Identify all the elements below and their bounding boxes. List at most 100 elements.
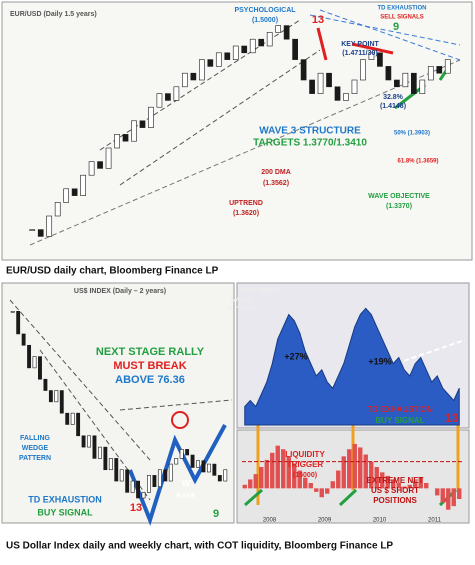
- candle: [131, 120, 137, 142]
- x-tick-label: 2009: [318, 518, 332, 524]
- candle: [300, 59, 307, 81]
- candle: [207, 59, 214, 67]
- candle: [266, 32, 273, 47]
- candle: [224, 52, 231, 60]
- annotation: BUY SIGNAL: [375, 416, 424, 425]
- candle: [165, 93, 171, 101]
- annotation: ABOVE 76.36: [115, 374, 185, 386]
- bar: [308, 483, 313, 489]
- candle: [119, 469, 124, 482]
- candle: [419, 79, 426, 94]
- bar: [292, 463, 297, 489]
- bar: [253, 474, 258, 489]
- bar: [385, 475, 390, 489]
- annotation: WAVE 3 STRUCTURE: [259, 126, 361, 137]
- candle: [182, 72, 188, 88]
- candle: [212, 463, 217, 476]
- candle: [105, 147, 112, 169]
- candle: [163, 469, 168, 482]
- candle: [249, 38, 256, 54]
- annotation: MUST BREAK: [113, 360, 186, 372]
- candle: [76, 412, 81, 437]
- candle: [232, 45, 239, 60]
- candle: [241, 45, 248, 54]
- annotation: W: [182, 478, 191, 488]
- bar: [347, 449, 352, 489]
- candle: [326, 72, 332, 88]
- annotation: 13: [130, 502, 142, 514]
- bar: [341, 456, 346, 489]
- candle: [343, 93, 349, 101]
- bar: [358, 447, 363, 489]
- annotation: 13: [445, 411, 459, 425]
- candle: [317, 72, 324, 94]
- annotation: PSYCHOLOGICAL: [234, 7, 296, 14]
- caption: EUR/USD daily chart, Bloomberg Finance L…: [6, 266, 219, 277]
- bar: [363, 454, 368, 489]
- candle: [46, 215, 53, 237]
- annotation: BASE: [176, 493, 196, 500]
- bar: [440, 488, 445, 503]
- panel-usd-daily: [1, 282, 235, 524]
- candle: [21, 333, 26, 346]
- candle: [351, 79, 358, 94]
- bar: [369, 461, 374, 489]
- candle: [174, 458, 179, 465]
- candle: [152, 475, 157, 488]
- annotation: EXTREME NET: [367, 476, 424, 485]
- annotation: WAVE OBJECTIVE: [368, 193, 430, 200]
- candle: [258, 38, 265, 47]
- annotation: FALLING: [20, 435, 50, 442]
- bar: [314, 488, 319, 492]
- candle: [173, 86, 180, 101]
- bar: [413, 481, 418, 489]
- annotation: TRIGGER: [287, 460, 324, 469]
- annotation: POSITIONS: [373, 496, 417, 505]
- candle: [410, 72, 417, 94]
- bar: [297, 470, 302, 489]
- annotation: +19%: [368, 356, 391, 366]
- candle: [80, 174, 86, 196]
- area: [244, 307, 460, 426]
- candle: [283, 25, 290, 40]
- candle: [32, 356, 37, 369]
- candle: [141, 492, 146, 499]
- candle: [81, 435, 86, 448]
- annotation: PATTERN: [19, 455, 51, 462]
- x-tick-label: 2010: [373, 518, 387, 524]
- candle: [157, 469, 162, 488]
- annotation: 50% (1.3903): [394, 131, 430, 137]
- candle: [360, 59, 366, 81]
- candle: [334, 86, 341, 101]
- annotation: NEXT STAGE RALLY: [96, 346, 205, 358]
- annotation: TD EXHAUSTION: [377, 6, 426, 12]
- annotation: 32.8%: [383, 94, 404, 101]
- chart-title: EUR/USD (Daily 1.5 years): [10, 11, 97, 18]
- annotation: (4 YEARS): [227, 307, 256, 313]
- bar: [330, 481, 335, 489]
- bar: [264, 459, 269, 489]
- candle: [10, 311, 15, 313]
- candle: [215, 52, 222, 67]
- bar: [336, 470, 341, 489]
- annotation: (Weekly): [230, 298, 254, 304]
- candle: [27, 344, 32, 369]
- annotation: 200 DMA: [261, 169, 291, 176]
- bar: [418, 477, 423, 489]
- bar: [380, 472, 385, 489]
- candle: [63, 188, 70, 203]
- bar: [352, 443, 357, 489]
- candle: [48, 390, 53, 403]
- candle: [148, 106, 154, 128]
- candle: [201, 460, 206, 473]
- candle: [59, 390, 64, 414]
- candle: [136, 480, 141, 499]
- candle: [275, 25, 282, 33]
- bar: [248, 479, 253, 489]
- candle: [377, 52, 383, 67]
- bar: [391, 479, 396, 489]
- annotation: (1.5000): [252, 17, 278, 24]
- annotation: LIQUIDITY: [285, 450, 325, 459]
- candle: [179, 449, 184, 459]
- bar: [457, 488, 462, 499]
